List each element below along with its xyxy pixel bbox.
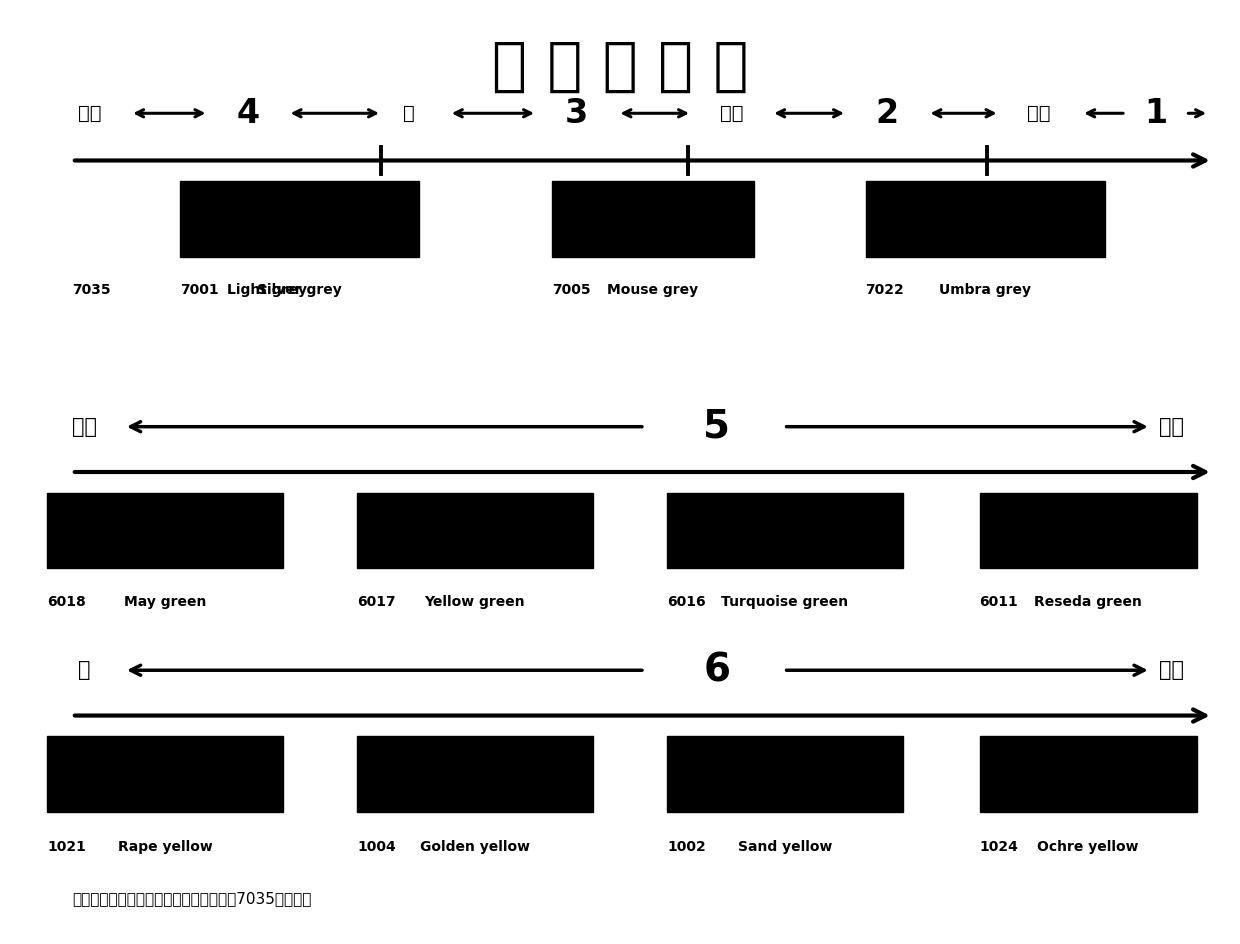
Text: 1024: 1024 bbox=[980, 840, 1018, 854]
Text: 7022: 7022 bbox=[866, 283, 904, 297]
Text: 黄: 黄 bbox=[78, 660, 91, 681]
Text: Light grey: Light grey bbox=[227, 283, 306, 297]
Text: 6017: 6017 bbox=[357, 595, 396, 609]
Text: 灰黄: 灰黄 bbox=[1159, 660, 1184, 681]
Text: Ochre yellow: Ochre yellow bbox=[1038, 840, 1138, 854]
Text: 1: 1 bbox=[1145, 97, 1167, 129]
Text: 翠绿: 翠绿 bbox=[72, 416, 97, 437]
Text: 7005: 7005 bbox=[552, 283, 590, 297]
Text: 6: 6 bbox=[703, 651, 730, 689]
Text: 灰绿: 灰绿 bbox=[1159, 416, 1184, 437]
Text: 1004: 1004 bbox=[357, 840, 396, 854]
Bar bbox=[866, 181, 1105, 257]
Text: Golden yellow: Golden yellow bbox=[420, 840, 529, 854]
Bar bbox=[667, 493, 903, 568]
Text: 6016: 6016 bbox=[667, 595, 706, 609]
Bar bbox=[47, 736, 283, 812]
Text: 4: 4 bbox=[237, 97, 259, 129]
Bar bbox=[552, 181, 754, 257]
Text: Turquoise green: Turquoise green bbox=[722, 595, 848, 609]
Text: 1002: 1002 bbox=[667, 840, 706, 854]
Text: 色 度 分 级 表: 色 度 分 级 表 bbox=[492, 38, 748, 94]
Text: Rape yellow: Rape yellow bbox=[118, 840, 212, 854]
Text: 7001: 7001 bbox=[180, 283, 218, 297]
Text: May green: May green bbox=[124, 595, 206, 609]
Text: 7035: 7035 bbox=[72, 283, 110, 297]
Text: 2: 2 bbox=[875, 97, 898, 129]
Bar bbox=[357, 736, 593, 812]
Text: 深灰: 深灰 bbox=[720, 104, 743, 123]
Text: Yellow green: Yellow green bbox=[424, 595, 526, 609]
Text: Mouse grey: Mouse grey bbox=[608, 283, 698, 297]
Text: 注：色卡为国际标准比色卡劳拉比色卡，7035等为代码: 注：色卡为国际标准比色卡劳拉比色卡，7035等为代码 bbox=[72, 891, 311, 906]
Text: Reseda green: Reseda green bbox=[1034, 595, 1142, 609]
Bar bbox=[667, 736, 903, 812]
Text: 灰黑: 灰黑 bbox=[1028, 104, 1050, 123]
Text: Umbra grey: Umbra grey bbox=[939, 283, 1032, 297]
Text: 5: 5 bbox=[703, 408, 730, 446]
Text: 6018: 6018 bbox=[47, 595, 86, 609]
Text: 1021: 1021 bbox=[47, 840, 86, 854]
Bar bbox=[47, 493, 283, 568]
Text: 6011: 6011 bbox=[980, 595, 1018, 609]
Text: Silver grey: Silver grey bbox=[257, 283, 342, 297]
Text: 浅灰: 浅灰 bbox=[78, 104, 100, 123]
Text: Sand yellow: Sand yellow bbox=[738, 840, 832, 854]
Bar bbox=[357, 493, 593, 568]
Bar bbox=[180, 181, 419, 257]
Text: 3: 3 bbox=[565, 97, 588, 129]
Bar bbox=[980, 493, 1197, 568]
Text: 灰: 灰 bbox=[403, 104, 415, 123]
Bar bbox=[980, 736, 1197, 812]
